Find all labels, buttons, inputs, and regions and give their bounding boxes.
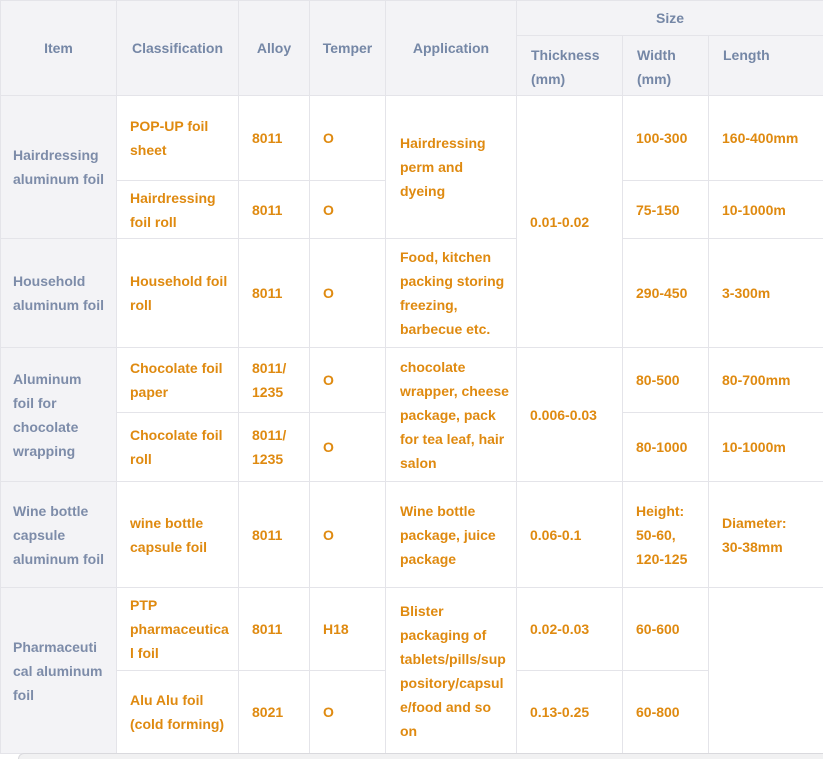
r4-width: 80-500: [622, 347, 709, 413]
r7-thickness: 0.02-0.03: [516, 587, 623, 671]
header-alloy: Alloy: [238, 0, 310, 96]
r8-alloy: 8021: [238, 670, 310, 754]
r8-classification: Alu Alu foil (cold forming): [116, 670, 239, 754]
r4-alloy: 8011/ 1235: [238, 347, 310, 413]
r1-thickness: 0.01-0.02: [516, 95, 623, 348]
r1-length: 160-400mm: [707, 95, 823, 181]
header-width: Width (mm): [622, 35, 709, 96]
r3-width: 290-450: [622, 238, 709, 348]
header-length: Length: [707, 35, 823, 96]
item-hairdressing: Hairdressing aluminum foil: [0, 95, 117, 239]
r7-length: [707, 587, 823, 754]
r1-application: Hairdressing perm and dyeing: [385, 95, 517, 239]
r8-width: 60-800: [622, 670, 709, 754]
r3-application: Food, kitchen packing storing freezing, …: [385, 238, 517, 348]
r6-alloy: 8011: [238, 481, 310, 588]
r6-temper: O: [309, 481, 386, 588]
r7-classification: PTP pharmaceutica l foil: [116, 587, 239, 671]
r1-alloy: 8011: [238, 95, 310, 181]
header-size: Size: [515, 0, 823, 36]
item-chocolate: Aluminum foil for chocolate wrapping: [0, 347, 117, 482]
r2-temper: O: [309, 180, 386, 239]
r4-classification: Chocolate foil paper: [116, 347, 239, 413]
r2-alloy: 8011: [238, 180, 310, 239]
r5-length: 10-1000m: [707, 412, 823, 482]
r1-classification: POP-UP foil sheet: [116, 95, 239, 181]
r2-classification: Hairdressing foil roll: [116, 180, 239, 239]
r3-length: 3-300m: [707, 238, 823, 348]
r5-alloy: 8011/ 1235: [238, 412, 310, 482]
r4-application: chocolate wrapper, cheese package, pack …: [385, 347, 517, 482]
r4-thickness: 0.006-0.03: [516, 347, 623, 482]
r5-width: 80-1000: [622, 412, 709, 482]
r5-classification: Chocolate foil roll: [116, 412, 239, 482]
page-bottom-strip: [18, 753, 823, 759]
r8-thickness: 0.13-0.25: [516, 670, 623, 754]
r7-width: 60-600: [622, 587, 709, 671]
header-classification: Classification: [116, 0, 239, 96]
r3-alloy: 8011: [238, 238, 310, 348]
r6-classification: wine bottle capsule foil: [116, 481, 239, 588]
r5-temper: O: [309, 412, 386, 482]
r7-alloy: 8011: [238, 587, 310, 671]
r7-temper: H18: [309, 587, 386, 671]
r3-classification: Household foil roll: [116, 238, 239, 348]
header-thickness: Thickness (mm): [516, 35, 623, 96]
r2-width: 75-150: [622, 180, 709, 239]
r3-temper: O: [309, 238, 386, 348]
r6-length: Diameter: 30-38mm: [707, 481, 823, 588]
r8-temper: O: [309, 670, 386, 754]
r6-thickness: 0.06-0.1: [516, 481, 623, 588]
r6-width: Height: 50-60, 120-125: [622, 481, 709, 588]
r4-temper: O: [309, 347, 386, 413]
header-temper: Temper: [309, 0, 386, 96]
item-wine: Wine bottle capsule aluminum foil: [0, 481, 117, 588]
r2-length: 10-1000m: [707, 180, 823, 239]
r4-length: 80-700mm: [707, 347, 823, 413]
item-household: Household aluminum foil: [0, 238, 117, 348]
r6-application: Wine bottle package, juice package: [385, 481, 517, 588]
header-application: Application: [385, 0, 517, 96]
header-item: Item: [0, 0, 117, 96]
r1-temper: O: [309, 95, 386, 181]
r7-application: Blister packaging of tablets/pills/sup p…: [385, 587, 517, 754]
r1-width: 100-300: [622, 95, 709, 181]
item-pharma: Pharmaceuti cal aluminum foil: [0, 587, 117, 754]
